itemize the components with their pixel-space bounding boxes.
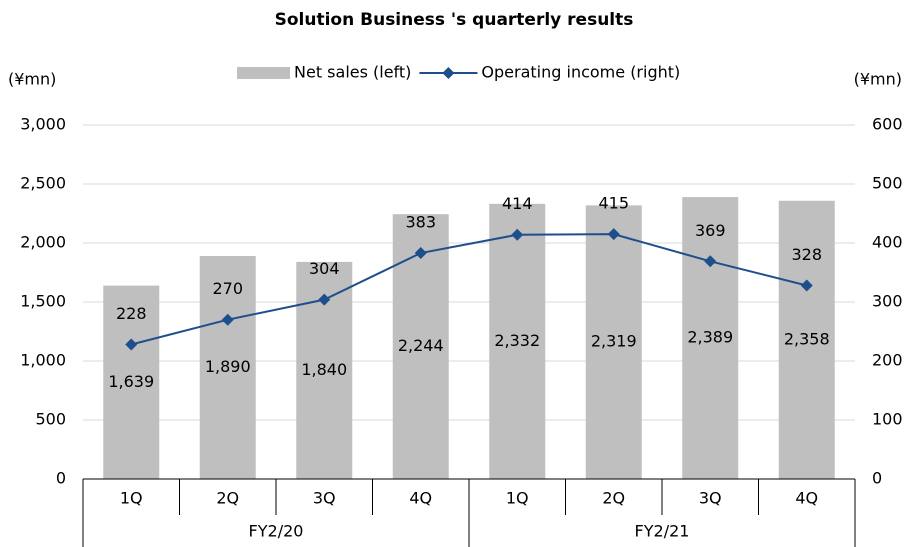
bar-value-label: 2,244 bbox=[398, 336, 444, 355]
chart-title: Solution Business 's quarterly results bbox=[275, 10, 634, 30]
x-tick-label: 3Q bbox=[313, 489, 336, 508]
group-label: FY2/21 bbox=[635, 522, 690, 541]
y2-tick-label: 200 bbox=[872, 351, 903, 370]
line-value-label: 328 bbox=[791, 245, 822, 264]
x-tick-label: 2Q bbox=[216, 489, 239, 508]
bar bbox=[682, 197, 739, 479]
line-value-label: 383 bbox=[405, 213, 436, 232]
y2-tick-label: 300 bbox=[872, 292, 903, 311]
bar-value-label: 2,319 bbox=[591, 332, 637, 351]
line-value-label: 228 bbox=[116, 304, 147, 323]
bar-value-label: 2,358 bbox=[784, 329, 830, 348]
marker bbox=[511, 228, 524, 241]
line-value-label: 369 bbox=[695, 221, 726, 240]
legend-swatch bbox=[442, 67, 455, 79]
y2-tick-label: 0 bbox=[872, 469, 882, 488]
x-tick-label: 3Q bbox=[699, 489, 722, 508]
marker bbox=[607, 228, 620, 241]
legend-label: Operating income (right) bbox=[481, 63, 680, 82]
y-tick-label: 3,000 bbox=[20, 115, 66, 134]
bar-value-label: 1,639 bbox=[108, 372, 154, 391]
bar bbox=[103, 285, 160, 479]
bar bbox=[778, 200, 835, 480]
legend-swatch bbox=[237, 67, 290, 79]
y-axis-label: (¥mn) bbox=[8, 70, 56, 89]
bar bbox=[585, 205, 642, 479]
marker bbox=[800, 279, 813, 292]
marker bbox=[414, 247, 427, 260]
y-tick-label: 0 bbox=[56, 469, 66, 488]
bar-value-label: 2,389 bbox=[687, 328, 733, 347]
bar-value-label: 1,890 bbox=[205, 357, 251, 376]
bar bbox=[489, 203, 546, 479]
line bbox=[131, 233, 807, 346]
y2-tick-label: 500 bbox=[872, 174, 903, 193]
marker bbox=[221, 313, 234, 326]
marker bbox=[704, 255, 717, 268]
bar-value-label: 2,332 bbox=[494, 331, 540, 350]
y-tick-label: 1,000 bbox=[20, 351, 66, 370]
x-tick-label: 2Q bbox=[602, 489, 625, 508]
y-tick-label: 2,500 bbox=[20, 174, 66, 193]
x-tick-label: 1Q bbox=[120, 489, 143, 508]
y-tick-label: 500 bbox=[35, 410, 66, 429]
y-tick-label: 2,000 bbox=[20, 233, 66, 252]
y-tick-label: 1,500 bbox=[20, 292, 66, 311]
bar-value-label: 1,840 bbox=[301, 360, 347, 379]
line-value-label: 414 bbox=[502, 194, 533, 213]
line-value-label: 304 bbox=[309, 259, 340, 278]
x-tick-label: 1Q bbox=[506, 489, 529, 508]
marker bbox=[318, 293, 331, 306]
y2-axis-label: (¥mn) bbox=[854, 70, 902, 89]
y2-tick-label: 600 bbox=[872, 115, 903, 134]
x-tick-label: 4Q bbox=[409, 489, 432, 508]
marker bbox=[125, 338, 138, 351]
y2-tick-label: 400 bbox=[872, 233, 903, 252]
y2-tick-label: 100 bbox=[872, 410, 903, 429]
group-label: FY2/20 bbox=[249, 522, 304, 541]
line-value-label: 415 bbox=[598, 194, 629, 213]
x-tick-label: 4Q bbox=[795, 489, 818, 508]
line-value-label: 270 bbox=[212, 279, 243, 298]
bar bbox=[199, 255, 256, 479]
legend-label: Net sales (left) bbox=[294, 63, 411, 82]
